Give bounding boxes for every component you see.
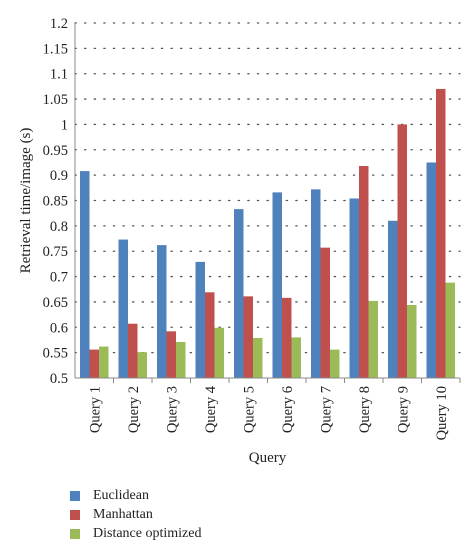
x-tick-label: Query 10 [434, 386, 450, 440]
bar-euclidean-4 [195, 261, 205, 378]
bar-euclidean-6 [272, 192, 282, 378]
bar-manhattan-10 [436, 88, 446, 378]
y-tick-label: 1 [61, 117, 68, 133]
bar-distance-optimized-2 [137, 352, 147, 378]
y-tick-label: 0.75 [43, 244, 68, 260]
y-tick-label: 0.6 [50, 320, 68, 336]
bar-euclidean-3 [157, 245, 167, 378]
bar-distance-optimized-4 [214, 327, 224, 378]
x-tick-label: Query 1 [87, 386, 103, 433]
legend-swatch-distance-optimized [70, 528, 80, 539]
bar-manhattan-2 [128, 323, 138, 378]
x-tick-label: Query 6 [280, 386, 296, 433]
bar-distance-optimized-9 [407, 304, 417, 378]
legend-label-euclidean: Euclidean [93, 487, 149, 503]
legend-label-distance-optimized: Distance optimized [93, 525, 202, 541]
x-tick-label: Query 5 [241, 386, 257, 433]
bar-euclidean-7 [311, 189, 321, 378]
y-tick-label: 1.05 [43, 92, 68, 108]
x-tick-label: Query 9 [395, 386, 411, 433]
bar-manhattan-3 [166, 331, 176, 378]
y-tick-label: 1.2 [50, 16, 68, 32]
bar-distance-optimized-8 [368, 300, 378, 378]
y-tick-label: 0.7 [50, 270, 68, 286]
legend-label-manhattan: Manhattan [93, 506, 153, 522]
legend-item-euclidean: Euclidean [70, 486, 201, 505]
bar-euclidean-1 [80, 171, 90, 378]
x-tick-label: Query 4 [203, 385, 219, 433]
gridlines [74, 22, 461, 383]
bar-euclidean-9 [388, 220, 398, 378]
y-tick-label: 0.55 [43, 346, 68, 362]
bar-manhattan-7 [320, 247, 330, 378]
x-tick-label: Query 7 [318, 386, 334, 433]
x-tick-label: Query 8 [357, 386, 373, 433]
bar-distance-optimized-6 [291, 337, 301, 378]
x-axis-title: Query [249, 450, 287, 466]
y-tick-label: 0.65 [43, 295, 68, 311]
y-tick-label: 0.5 [50, 371, 68, 387]
bar-euclidean-10 [426, 162, 436, 378]
bar-manhattan-6 [282, 297, 292, 378]
bar-distance-optimized-5 [253, 337, 263, 378]
bar-euclidean-8 [349, 198, 359, 378]
bars [80, 88, 455, 378]
bar-manhattan-1 [89, 349, 99, 378]
bar-euclidean-2 [118, 239, 128, 378]
bar-euclidean-5 [234, 209, 244, 378]
x-tick-labels: Query 1 Query 2 Query 3 Query 4 Query 5 Query… [87, 385, 450, 440]
bar-distance-optimized-1 [99, 346, 109, 378]
bar-manhattan-9 [397, 124, 407, 378]
y-tick-label: 0.9 [50, 168, 68, 184]
legend-swatch-manhattan [70, 509, 80, 520]
y-tick-labels: 0.5 0.55 0.6 0.65 0.7 0.75 0.8 0.85 0.9 0.95 1 1.05… [43, 16, 68, 387]
legend-item-manhattan: Manhattan [70, 505, 201, 524]
x-tick-label: Query 3 [164, 386, 180, 433]
legend: Euclidean Manhattan Distance optimized [70, 486, 201, 543]
bar-manhattan-4 [205, 292, 215, 378]
y-axis-title: Retrieval time/image (s) [18, 128, 34, 274]
bar-distance-optimized-7 [330, 349, 340, 378]
legend-item-distance-optimized: Distance optimized [70, 524, 201, 543]
x-tick-label: Query 2 [126, 386, 142, 433]
y-tick-label: 1.1 [50, 67, 68, 83]
y-tick-label: 1.15 [43, 41, 68, 57]
bar-manhattan-8 [359, 166, 369, 378]
bar-distance-optimized-10 [445, 282, 455, 378]
y-tick-label: 0.8 [50, 219, 68, 235]
y-tick-label: 0.85 [43, 194, 68, 210]
bar-distance-optimized-3 [176, 341, 186, 378]
legend-swatch-euclidean [70, 490, 80, 501]
y-tick-label: 0.95 [43, 143, 68, 159]
bar-manhattan-5 [243, 296, 253, 378]
